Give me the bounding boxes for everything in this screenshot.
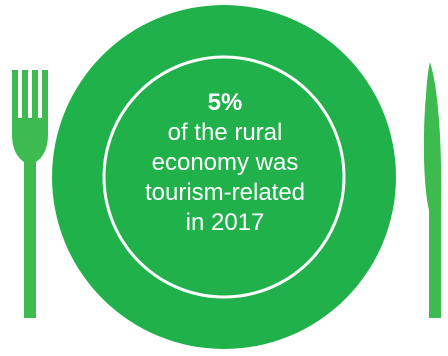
caption-line-4: in 2017	[185, 209, 265, 236]
statistic-value: 5%	[207, 89, 243, 116]
plate-caption: 5% of the rural economy was tourism-rela…	[110, 88, 340, 238]
caption-line-2: economy was	[151, 149, 299, 176]
knife-icon	[423, 62, 442, 318]
caption-line-1: of the rural	[167, 119, 283, 146]
plate-icon	[52, 5, 396, 349]
fork-icon	[12, 70, 48, 318]
caption-line-3: tourism-related	[144, 179, 306, 206]
